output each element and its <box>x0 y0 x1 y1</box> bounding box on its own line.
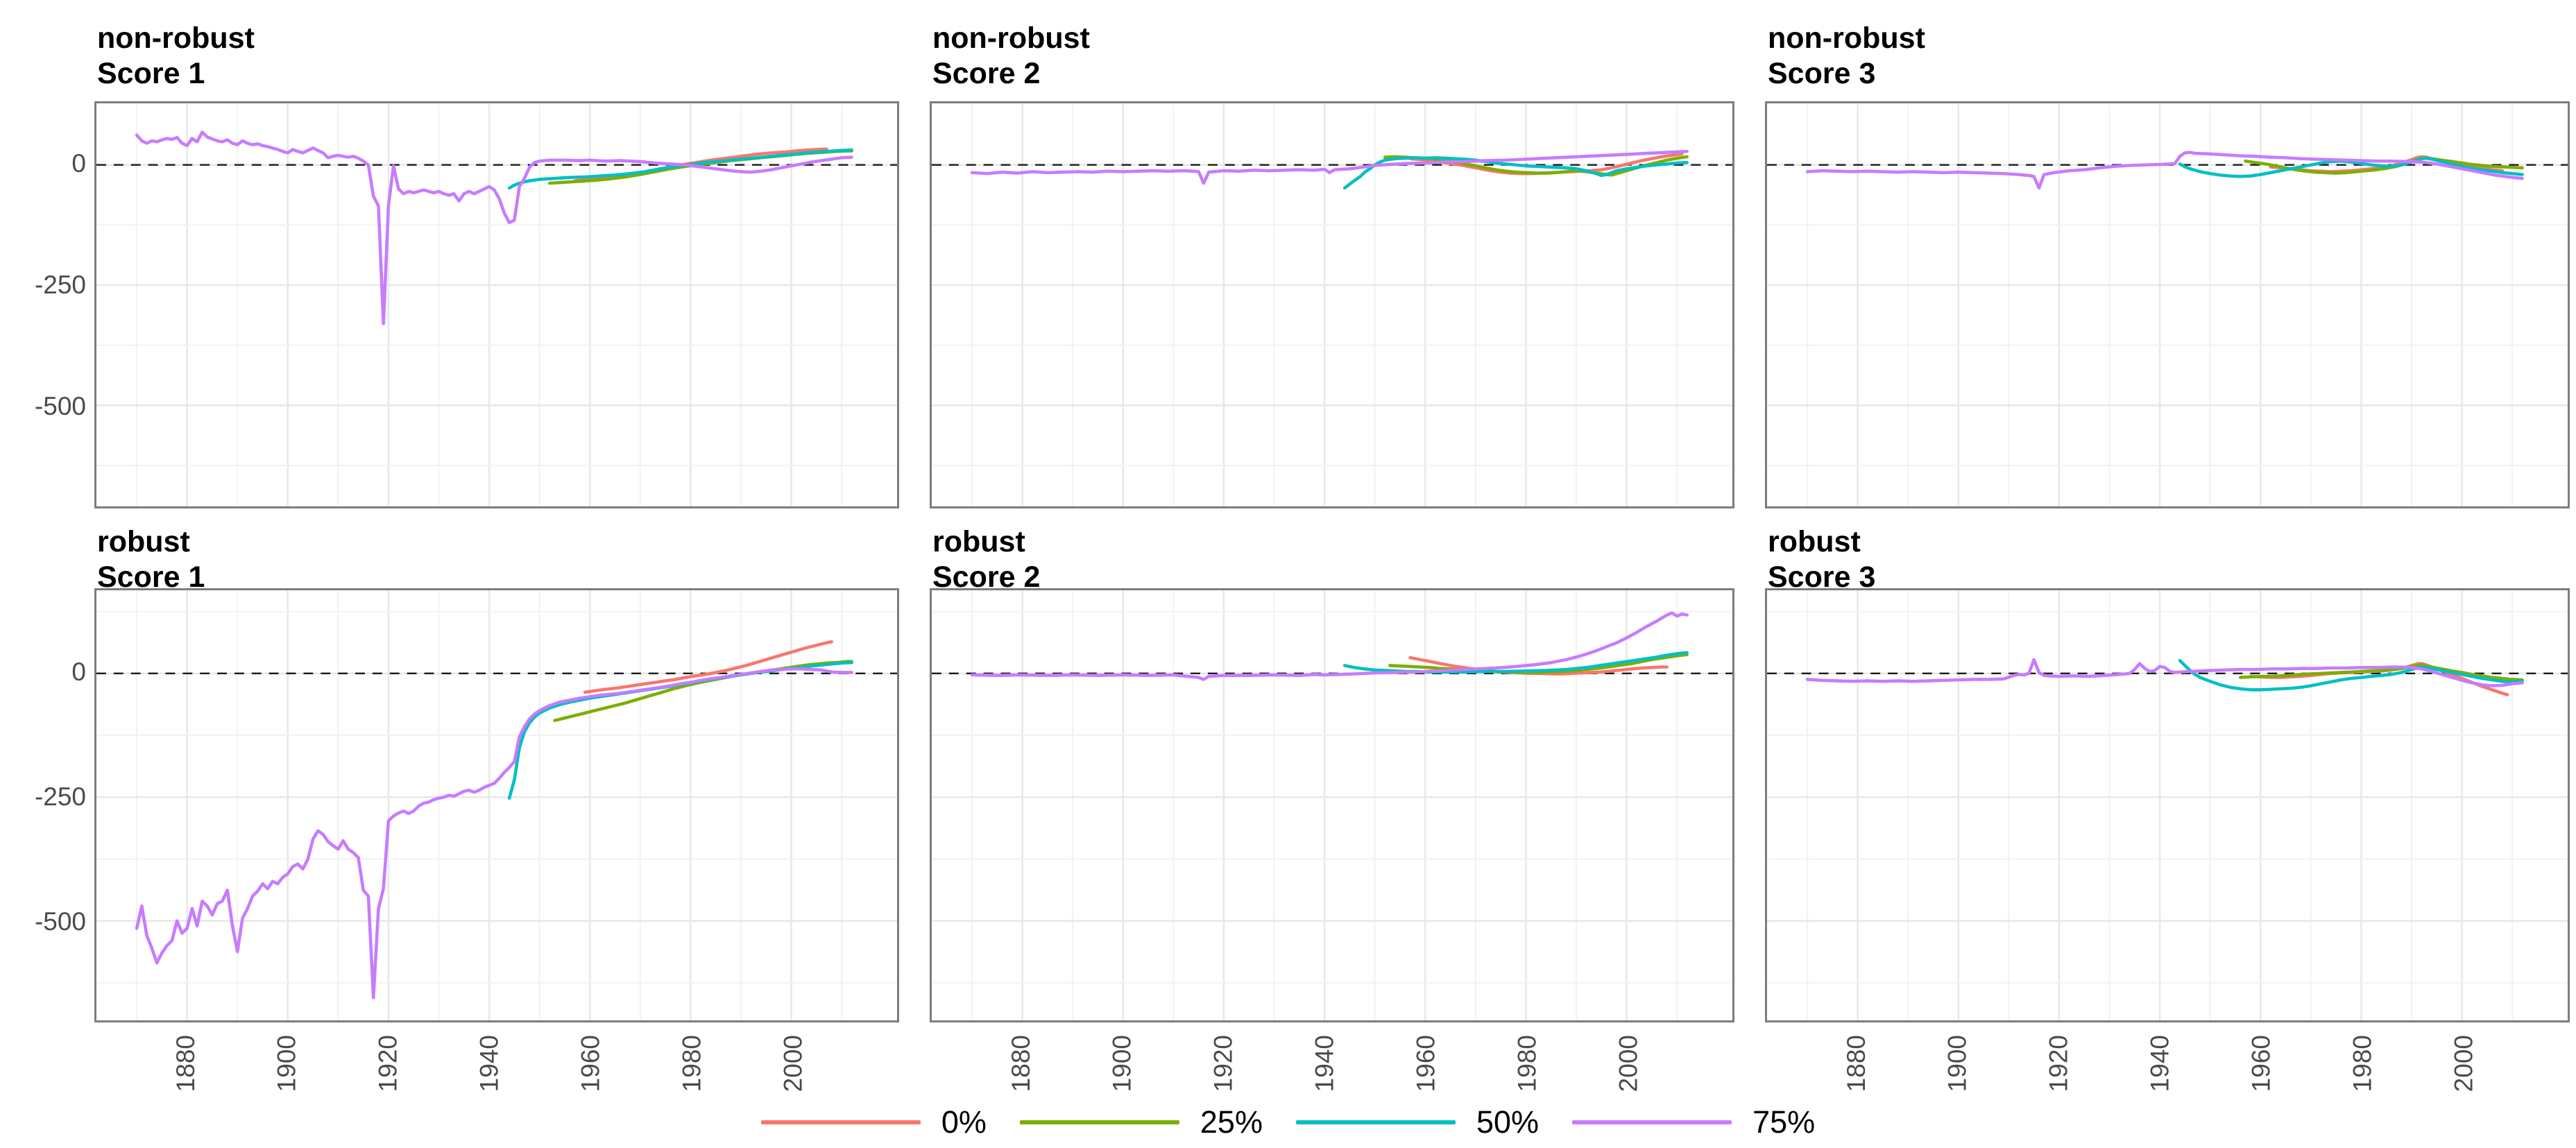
x-axis-tick-label: 1980 <box>1512 1035 1541 1092</box>
panel-canvas <box>96 590 897 1020</box>
panel-canvas <box>1767 103 2568 506</box>
facet-title: robust Score 1 <box>97 524 205 595</box>
series-line-0% <box>583 640 833 694</box>
x-axis-tick-label: 1980 <box>2348 1035 2376 1092</box>
panel-canvas <box>932 590 1732 1020</box>
series-line-50% <box>1342 651 1689 674</box>
legend-item-50%: 50% <box>1295 1104 1539 1140</box>
facet-row-label: robust <box>932 525 1025 558</box>
facet-row-label: non-robust <box>932 22 1090 55</box>
x-axis-tick-label: 1900 <box>273 1035 301 1092</box>
series-line-75% <box>135 667 853 1000</box>
facet-title: non-robust Score 1 <box>97 21 255 92</box>
x-axis-tick-label: 2000 <box>1614 1035 1642 1092</box>
x-axis-tick-label: 1940 <box>475 1035 504 1092</box>
series-line-75% <box>1805 658 2524 687</box>
series-line-75% <box>135 130 853 325</box>
x-axis-tick-label: 2000 <box>2449 1035 2477 1092</box>
x-axis-tick-label: 1920 <box>374 1035 402 1092</box>
facet-score-label: Score 3 <box>1768 57 1876 90</box>
y-axis-tick-label: -500 <box>34 907 86 936</box>
legend-key-line-icon <box>1295 1120 1456 1124</box>
plot-panel-non-robust-score-2 <box>930 101 1734 508</box>
series-line-25% <box>1388 653 1689 674</box>
facet-score-label: Score 2 <box>932 57 1041 90</box>
panel-canvas <box>1767 590 2568 1020</box>
series-line-25% <box>2238 663 2524 682</box>
legend-label: 75% <box>1752 1104 1816 1140</box>
legend-label: 25% <box>1200 1104 1263 1140</box>
panel-canvas <box>932 103 1732 506</box>
plot-panel-non-robust-score-1 <box>94 101 899 508</box>
series-line-50% <box>507 148 853 190</box>
plot-panel-non-robust-score-3 <box>1765 101 2570 508</box>
series-line-75% <box>970 611 1689 681</box>
y-axis-tick-label: -250 <box>34 782 86 812</box>
legend-key-line-icon <box>1019 1120 1179 1124</box>
y-axis-tick-label: -250 <box>34 270 86 299</box>
facet-title: robust Score 3 <box>1768 524 1875 595</box>
plot-panel-robust-score-1 <box>94 588 899 1022</box>
series-line-50% <box>1342 156 1689 190</box>
facet-title: robust Score 2 <box>932 524 1040 595</box>
legend-key-line-icon <box>1572 1120 1732 1124</box>
x-axis-tick-label: 1880 <box>1842 1035 1870 1092</box>
x-axis-tick-label: 1900 <box>1943 1035 1972 1092</box>
x-axis-tick-label: 2000 <box>778 1035 807 1092</box>
panel-canvas <box>96 103 897 506</box>
chart-legend: 0% 25% 50% 75% <box>0 1097 2576 1147</box>
legend-label: 0% <box>941 1104 987 1140</box>
facet-score-label: Score 1 <box>97 57 205 90</box>
x-axis-tick-label: 1960 <box>2246 1035 2275 1092</box>
x-axis-tick-label: 1880 <box>171 1035 200 1092</box>
x-axis-tick-label: 1980 <box>677 1035 706 1092</box>
facet-row-label: non-robust <box>1768 22 1925 55</box>
x-axis-tick-labels: 1880 1900 1920 1940 1960 1980 2000 1880 1900 1920… <box>171 1035 2477 1092</box>
x-axis-tick-label: 1960 <box>1411 1035 1440 1092</box>
x-axis-tick-label: 1940 <box>2146 1035 2174 1092</box>
x-axis-tick-label: 1900 <box>1108 1035 1136 1092</box>
series-line-75% <box>970 150 1689 185</box>
legend-label: 50% <box>1476 1104 1539 1140</box>
facet-row-label: robust <box>1768 525 1861 558</box>
x-axis-tick-label: 1940 <box>1311 1035 1339 1092</box>
x-axis-tick-label: 1920 <box>2045 1035 2073 1092</box>
y-axis-tick-label: 0 <box>71 658 86 687</box>
series-line-50% <box>2178 659 2524 692</box>
legend-item-0%: 0% <box>760 1104 987 1140</box>
plot-panel-robust-score-3 <box>1765 588 2570 1022</box>
legend-item-75%: 75% <box>1572 1104 1815 1140</box>
facet-row-label: non-robust <box>97 22 255 55</box>
x-axis-tick-label: 1960 <box>576 1035 604 1092</box>
legend-item-25%: 25% <box>1019 1104 1263 1140</box>
series-line-50% <box>2178 156 2524 178</box>
y-axis-tick-label: -500 <box>34 391 86 420</box>
x-axis-tick-label: 1920 <box>1209 1035 1238 1092</box>
facet-row-label: robust <box>97 525 190 558</box>
x-axis-tick-label: 1880 <box>1007 1035 1035 1092</box>
plot-panel-robust-score-2 <box>930 588 1734 1022</box>
y-axis-tick-label: 0 <box>71 148 86 178</box>
facet-title: non-robust Score 3 <box>1768 21 1925 92</box>
legend-key-line-icon <box>760 1120 921 1124</box>
series-line-75% <box>1805 151 2524 190</box>
facet-title: non-robust Score 2 <box>932 21 1090 92</box>
